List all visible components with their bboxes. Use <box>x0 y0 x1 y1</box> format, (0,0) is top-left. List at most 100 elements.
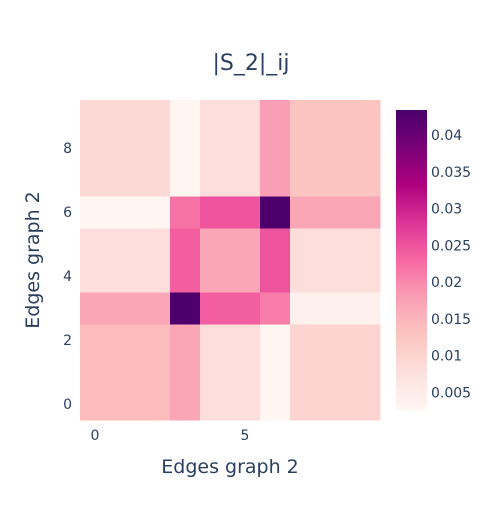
heatmap-cell <box>200 324 231 357</box>
heatmap-cell <box>200 292 231 325</box>
heatmap-cell <box>170 164 201 197</box>
colorbar-tick-label: 0.03 <box>431 202 462 218</box>
heatmap-cell <box>200 356 231 389</box>
heatmap-cell <box>110 164 141 197</box>
heatmap-cell <box>320 100 351 133</box>
heatmap-cell <box>350 356 381 389</box>
heatmap-cell <box>260 324 291 357</box>
heatmap-cell <box>290 324 321 357</box>
heatmap-cell <box>200 164 231 197</box>
y-axis-label: Edges graph 2 <box>22 191 44 329</box>
heatmap-cell <box>320 196 351 229</box>
heatmap-cell <box>260 388 291 421</box>
heatmap-cell <box>140 260 171 293</box>
heatmap-cell <box>230 356 261 389</box>
heatmap-cell <box>170 132 201 165</box>
heatmap-cell <box>110 388 141 421</box>
heatmap-cell <box>350 132 381 165</box>
heatmap-cell <box>80 164 111 197</box>
heatmap-cell <box>320 164 351 197</box>
heatmap-cell <box>320 388 351 421</box>
heatmap-cell <box>200 260 231 293</box>
heatmap-cell <box>110 292 141 325</box>
heatmap-cell <box>110 132 141 165</box>
chart-title: |S_2|_ij <box>212 51 289 76</box>
colorbar-tick-label: 0.02 <box>431 275 462 291</box>
y-tick-label: 2 <box>63 333 72 349</box>
heatmap-cell <box>260 100 291 133</box>
heatmap-cell <box>200 228 231 261</box>
x-axis-label: Edges graph 2 <box>161 456 299 478</box>
heatmap-cell <box>200 100 231 133</box>
heatmap-cell <box>290 356 321 389</box>
heatmap-cell <box>110 356 141 389</box>
y-tick-label: 0 <box>63 397 72 413</box>
heatmap-cell <box>260 164 291 197</box>
heatmap-cell <box>140 324 171 357</box>
heatmap-cell <box>290 196 321 229</box>
heatmap-cell <box>290 388 321 421</box>
y-tick-label: 8 <box>63 141 72 157</box>
colorbar-tick-label: 0.005 <box>431 385 471 401</box>
colorbar-tick-label: 0.015 <box>431 312 471 328</box>
x-tick-label: 5 <box>241 428 250 444</box>
heatmap-cell <box>200 196 231 229</box>
heatmap-cell <box>350 196 381 229</box>
heatmap-cell <box>80 228 111 261</box>
heatmap-cell <box>80 292 111 325</box>
heatmap-cell <box>80 388 111 421</box>
heatmap-cell <box>350 292 381 325</box>
colorbar <box>396 110 427 410</box>
heatmap-cell <box>350 100 381 133</box>
heatmap-cell <box>110 228 141 261</box>
heatmap-cell <box>230 228 261 261</box>
heatmap-cell <box>350 164 381 197</box>
heatmap-cell <box>140 228 171 261</box>
heatmap-cell <box>230 164 261 197</box>
heatmap-cell <box>170 356 201 389</box>
heatmap-cells <box>80 100 381 421</box>
heatmap-cell <box>230 196 261 229</box>
y-tick-label: 4 <box>63 269 72 285</box>
heatmap-cell <box>290 164 321 197</box>
heatmap-cell <box>260 132 291 165</box>
heatmap-cell <box>320 228 351 261</box>
heatmap-cell <box>230 260 261 293</box>
heatmap-cell <box>230 132 261 165</box>
heatmap-cell <box>320 132 351 165</box>
heatmap-cell <box>200 388 231 421</box>
heatmap-cell <box>140 164 171 197</box>
heatmap-cell <box>170 324 201 357</box>
heatmap-cell <box>80 356 111 389</box>
colorbar-tick-label: 0.025 <box>431 238 471 254</box>
heatmap-cell <box>230 388 261 421</box>
heatmap-cell <box>290 100 321 133</box>
heatmap-cell <box>110 260 141 293</box>
heatmap-cell <box>140 196 171 229</box>
heatmap-cell <box>80 196 111 229</box>
heatmap-cell <box>350 324 381 357</box>
heatmap-cell <box>260 356 291 389</box>
heatmap-cell <box>230 100 261 133</box>
heatmap-cell <box>80 100 111 133</box>
heatmap-cell <box>80 132 111 165</box>
heatmap-cell <box>110 196 141 229</box>
heatmap-cell <box>140 100 171 133</box>
colorbar-ticks: 0.005 0.01 0.015 0.02 0.025 0.03 0.035 0.04 <box>431 128 471 401</box>
heatmap-cell <box>140 388 171 421</box>
colorbar-tick-label: 0.04 <box>431 128 462 144</box>
heatmap-cell <box>260 196 291 229</box>
heatmap-cell <box>350 388 381 421</box>
heatmap-cell <box>320 260 351 293</box>
heatmap-cell <box>140 356 171 389</box>
heatmap-cell <box>320 292 351 325</box>
colorbar-tick-label: 0.01 <box>431 349 462 365</box>
heatmap-cell <box>260 228 291 261</box>
heatmap-cell <box>110 100 141 133</box>
heatmap-cell <box>320 356 351 389</box>
heatmap-cell <box>260 260 291 293</box>
heatmap-cell <box>170 292 201 325</box>
heatmap-cell <box>290 132 321 165</box>
